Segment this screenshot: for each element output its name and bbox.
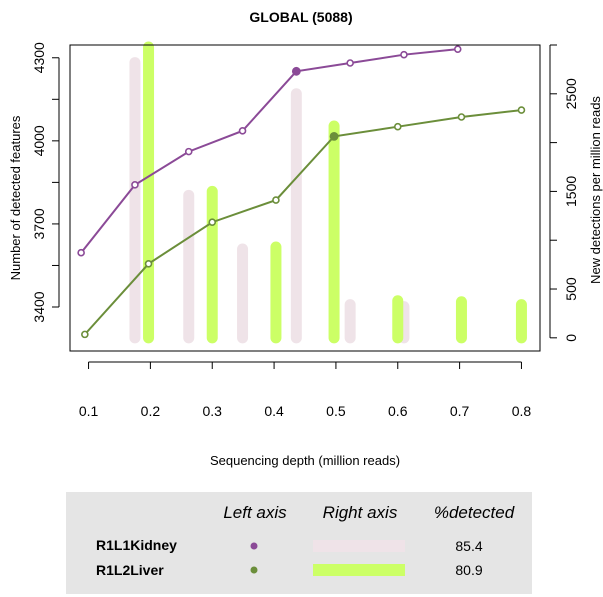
point-r1l1kidney-7	[453, 45, 462, 53]
point-r1l1kidney-2	[184, 147, 193, 156]
left-tick-label: 4000	[31, 125, 47, 156]
legend-row-name: R1L1Kidney	[96, 537, 177, 553]
point-r1l1kidney-1	[131, 181, 139, 189]
legend-row-percent: 80.9	[455, 562, 482, 578]
point-r1l2liver-7	[517, 106, 526, 114]
x-tick-label: 0.4	[264, 403, 284, 419]
right-tick-label: 2500	[563, 78, 579, 109]
point-r1l2liver-5	[393, 122, 402, 131]
legend-row-name: R1L2Liver	[96, 562, 164, 578]
point-r1l2liver-6	[457, 113, 466, 121]
point-r1l2liver-1	[144, 259, 153, 268]
point-r1l2liver-2	[208, 218, 217, 227]
x-tick-label: 0.2	[141, 403, 161, 419]
right-tick-label: 0	[563, 334, 579, 342]
line-r1l2liver	[84, 109, 522, 336]
legend: Left axis Right axis %detected R1L1Kidne…	[66, 492, 532, 594]
right-tick-label: 1500	[563, 176, 579, 207]
x-axis: 0.1 0.2 0.3 0.4 0.5 0.6 0.7 0.8	[79, 361, 532, 419]
legend-header-percent: %detected	[434, 503, 515, 522]
x-tick-label: 0.8	[512, 403, 532, 419]
left-y-axis: 3400 3700 4000 4300	[31, 42, 60, 323]
x-tick-label: 0.5	[326, 403, 346, 419]
right-axis-label: New detections per million reads	[588, 96, 603, 284]
x-axis-label: Sequencing depth (million reads)	[210, 453, 400, 468]
left-tick-label: 3700	[31, 208, 47, 239]
point-r1l1kidney-6	[400, 50, 408, 59]
point-r1l1kidney-0	[77, 248, 85, 257]
legend-liver-swatch	[313, 564, 405, 576]
lines-layer	[77, 45, 526, 339]
point-r1l1kidney-3	[238, 127, 247, 135]
bars-layer	[129, 41, 527, 344]
line-r1l1kidney	[80, 48, 458, 254]
point-r1l2liver-4	[329, 131, 339, 141]
x-tick-label: 0.6	[388, 403, 408, 419]
left-axis-label: Number of detected features	[8, 115, 23, 280]
legend-kidney-dot	[250, 542, 258, 550]
point-r1l1kidney-4	[291, 66, 301, 76]
legend-row-percent: 85.4	[455, 538, 482, 554]
x-tick-label: 0.7	[450, 403, 470, 419]
left-tick-label: 4300	[31, 42, 47, 73]
x-tick-label: 0.3	[203, 403, 223, 419]
point-r1l1kidney-5	[346, 59, 354, 67]
legend-header-right-axis: Right axis	[323, 503, 398, 522]
plot-frame	[69, 44, 541, 352]
point-r1l2liver-3	[272, 196, 280, 204]
point-r1l2liver-0	[81, 330, 89, 339]
x-tick-label: 0.1	[79, 403, 99, 419]
chart-title: GLOBAL (5088)	[249, 9, 352, 25]
right-tick-label: 500	[563, 277, 579, 301]
right-y-axis: 0 500 1500 2500	[549, 44, 579, 342]
legend-kidney-swatch	[313, 540, 405, 552]
legend-box	[66, 492, 532, 594]
legend-liver-dot	[250, 566, 258, 574]
left-tick-label: 3400	[31, 291, 47, 322]
legend-header-left-axis: Left axis	[223, 503, 287, 522]
